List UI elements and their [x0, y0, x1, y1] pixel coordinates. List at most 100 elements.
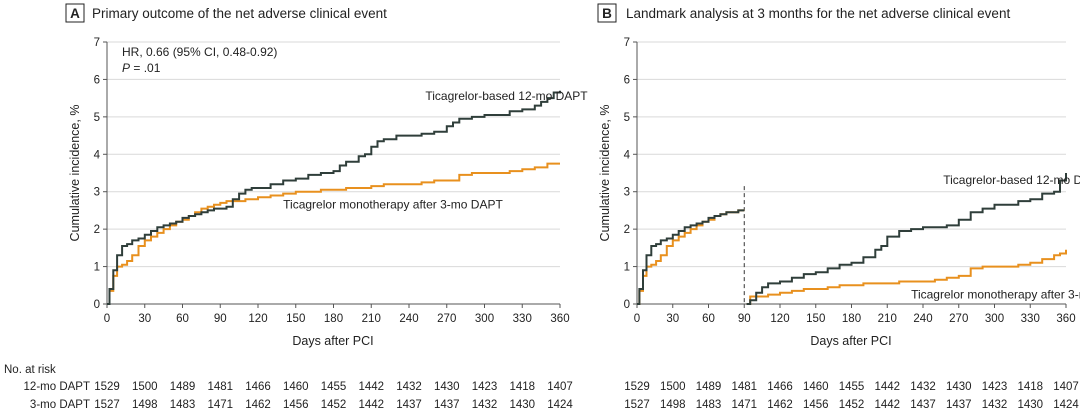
risk-cell: 1498 [132, 399, 158, 411]
panel-b-letter-box [597, 3, 617, 23]
risk-cell: 1481 [207, 381, 233, 393]
risk-cell: 1442 [874, 399, 900, 411]
risk-cell: 1462 [767, 399, 793, 411]
panel-b-x-tick-label: 0 [634, 313, 640, 325]
risk-cell: 1483 [170, 399, 196, 411]
panel-b-x-tick-label: 120 [770, 313, 789, 325]
panel-a-label-3mo-dapt: Ticagrelor monotherapy after 3-mo DAPT [283, 198, 503, 212]
risk-cell: 1452 [321, 399, 347, 411]
panel-b-letter: B [602, 6, 612, 21]
panel-a-x-tick-label: 60 [176, 313, 189, 325]
risk-cell: 1430 [1017, 399, 1043, 411]
panel-a-y-axis-title: Cumulative incidence, % [68, 105, 82, 242]
panel-b-line-3mo-dapt-segment-2 [746, 249, 1067, 305]
panel-a-x-tick-label: 30 [138, 313, 151, 325]
risk-cell: 1442 [358, 381, 384, 393]
panel-a-hazard-ratio: HR, 0.66 (95% CI, 0.48-0.92) [122, 45, 277, 59]
panel-a-x-axis-title: Days after PCI [292, 334, 373, 348]
panel-a-lines [107, 90, 561, 305]
risk-cell: 1481 [731, 381, 757, 393]
panel-a-x-tick-label: 240 [399, 313, 418, 325]
risk-cell: 1483 [696, 399, 722, 411]
risk-cell: 1430 [946, 381, 972, 393]
risk-cell: 1527 [94, 399, 120, 411]
panel-a-x-tick-label: 90 [214, 313, 227, 325]
risk-cell: 1423 [472, 381, 498, 393]
panel-b-lines [637, 173, 1067, 305]
risk-cell: 1418 [509, 381, 535, 393]
risk-cell: 1460 [803, 381, 829, 393]
panel-b-y-tick-label: 0 [624, 299, 630, 311]
panel-b-y-tick-label: 6 [624, 74, 630, 86]
panel-b-title: Landmark analysis at 3 months for the ne… [626, 6, 1010, 21]
panel-b-y-axis-title: Cumulative incidence, % [598, 105, 612, 242]
risk-cell: 1424 [547, 399, 573, 411]
risk-table: No. at risk 12-mo DAPT 1529 1500 1489 1481 14… [4, 364, 1079, 411]
panel-b-x-tick-label: 60 [702, 313, 715, 325]
risk-cell: 1437 [396, 399, 422, 411]
risk-cell: 1424 [1053, 399, 1079, 411]
panel-b-x-tick-label: 240 [913, 313, 932, 325]
panel-a: A Primary outcome of the net adverse cli… [65, 3, 588, 348]
panel-b-x-tick-label: 150 [806, 313, 825, 325]
risk-cell: 1527 [624, 399, 650, 411]
risk-cell: 1452 [839, 399, 865, 411]
risk-cell: 1500 [660, 381, 686, 393]
panel-a-y-tick-label: 6 [94, 74, 100, 86]
panel-b-y-tick-label: 5 [624, 112, 630, 124]
panel-b-y-tick-label: 3 [624, 187, 630, 199]
panel-a-series-labels: Ticagrelor-based 12-mo DAPT Ticagrelor mo… [283, 89, 588, 212]
panel-b-x-tick-label: 300 [985, 313, 1004, 325]
panel-b-y-tick-label: 7 [624, 37, 630, 49]
risk-cell: 1500 [132, 381, 158, 393]
panel-a-y-tick-label: 2 [94, 224, 100, 236]
panel-a-line-3mo-dapt [107, 162, 560, 305]
risk-cell: 1460 [283, 381, 309, 393]
panel-b-grid [637, 41, 1066, 268]
panel-a-x-tick-label: 330 [513, 313, 532, 325]
risk-cell: 1423 [982, 381, 1008, 393]
panel-a-x-tick-label: 300 [475, 313, 494, 325]
panel-b: B Landmark analysis at 3 months for the … [597, 3, 1080, 348]
risk-cell: 1455 [839, 381, 865, 393]
panel-a-p-number: = .01 [130, 61, 161, 75]
risk-cell: 1466 [767, 381, 793, 393]
risk-cell: 1432 [910, 381, 936, 393]
panel-b-x-tick-label: 210 [878, 313, 897, 325]
risk-cell: 1407 [547, 381, 573, 393]
risk-cell: 1466 [245, 381, 271, 393]
panel-a-ticks: 0 1 2 3 4 5 6 7 0 30 60 90 120 150 180 210 240 270 300 330 3… [94, 37, 570, 325]
risk-cell: 1418 [1017, 381, 1043, 393]
risk-cell: 1442 [874, 381, 900, 393]
panel-a-x-tick-label: 360 [550, 313, 569, 325]
risk-cell: 1432 [472, 399, 498, 411]
panel-b-y-tick-label: 4 [624, 149, 631, 161]
risk-cell: 1430 [509, 399, 535, 411]
panel-a-label-12mo-dapt: Ticagrelor-based 12-mo DAPT [425, 89, 588, 103]
panel-a-x-tick-label: 180 [324, 313, 343, 325]
panel-a-letter: A [70, 6, 80, 21]
risk-cell: 1437 [434, 399, 460, 411]
panel-a-y-tick-label: 5 [94, 112, 100, 124]
panel-a-letter-box [65, 3, 85, 23]
panel-a-y-tick-label: 0 [94, 299, 100, 311]
risk-cell: 1432 [396, 381, 422, 393]
panel-b-x-tick-label: 330 [1021, 313, 1040, 325]
risk-cell: 1529 [94, 381, 120, 393]
risk-cell: 1437 [910, 399, 936, 411]
panel-b-y-tick-label: 2 [624, 224, 630, 236]
risk-row-label: 3-mo DAPT [30, 399, 90, 411]
panel-a-p-value: P = .01 [122, 61, 161, 75]
risk-cell: 1456 [283, 399, 309, 411]
panel-b-x-tick-label: 270 [949, 313, 968, 325]
panel-b-x-tick-label: 30 [666, 313, 679, 325]
panel-a-y-tick-label: 1 [94, 262, 100, 274]
panel-a-y-tick-label: 7 [94, 37, 100, 49]
risk-cell: 1407 [1053, 381, 1079, 393]
panel-b-x-tick-label: 360 [1056, 313, 1075, 325]
risk-cell: 1471 [207, 399, 233, 411]
panel-a-p-label: P [122, 61, 130, 75]
panel-a-x-tick-label: 0 [104, 313, 110, 325]
risk-cell: 1430 [434, 381, 460, 393]
